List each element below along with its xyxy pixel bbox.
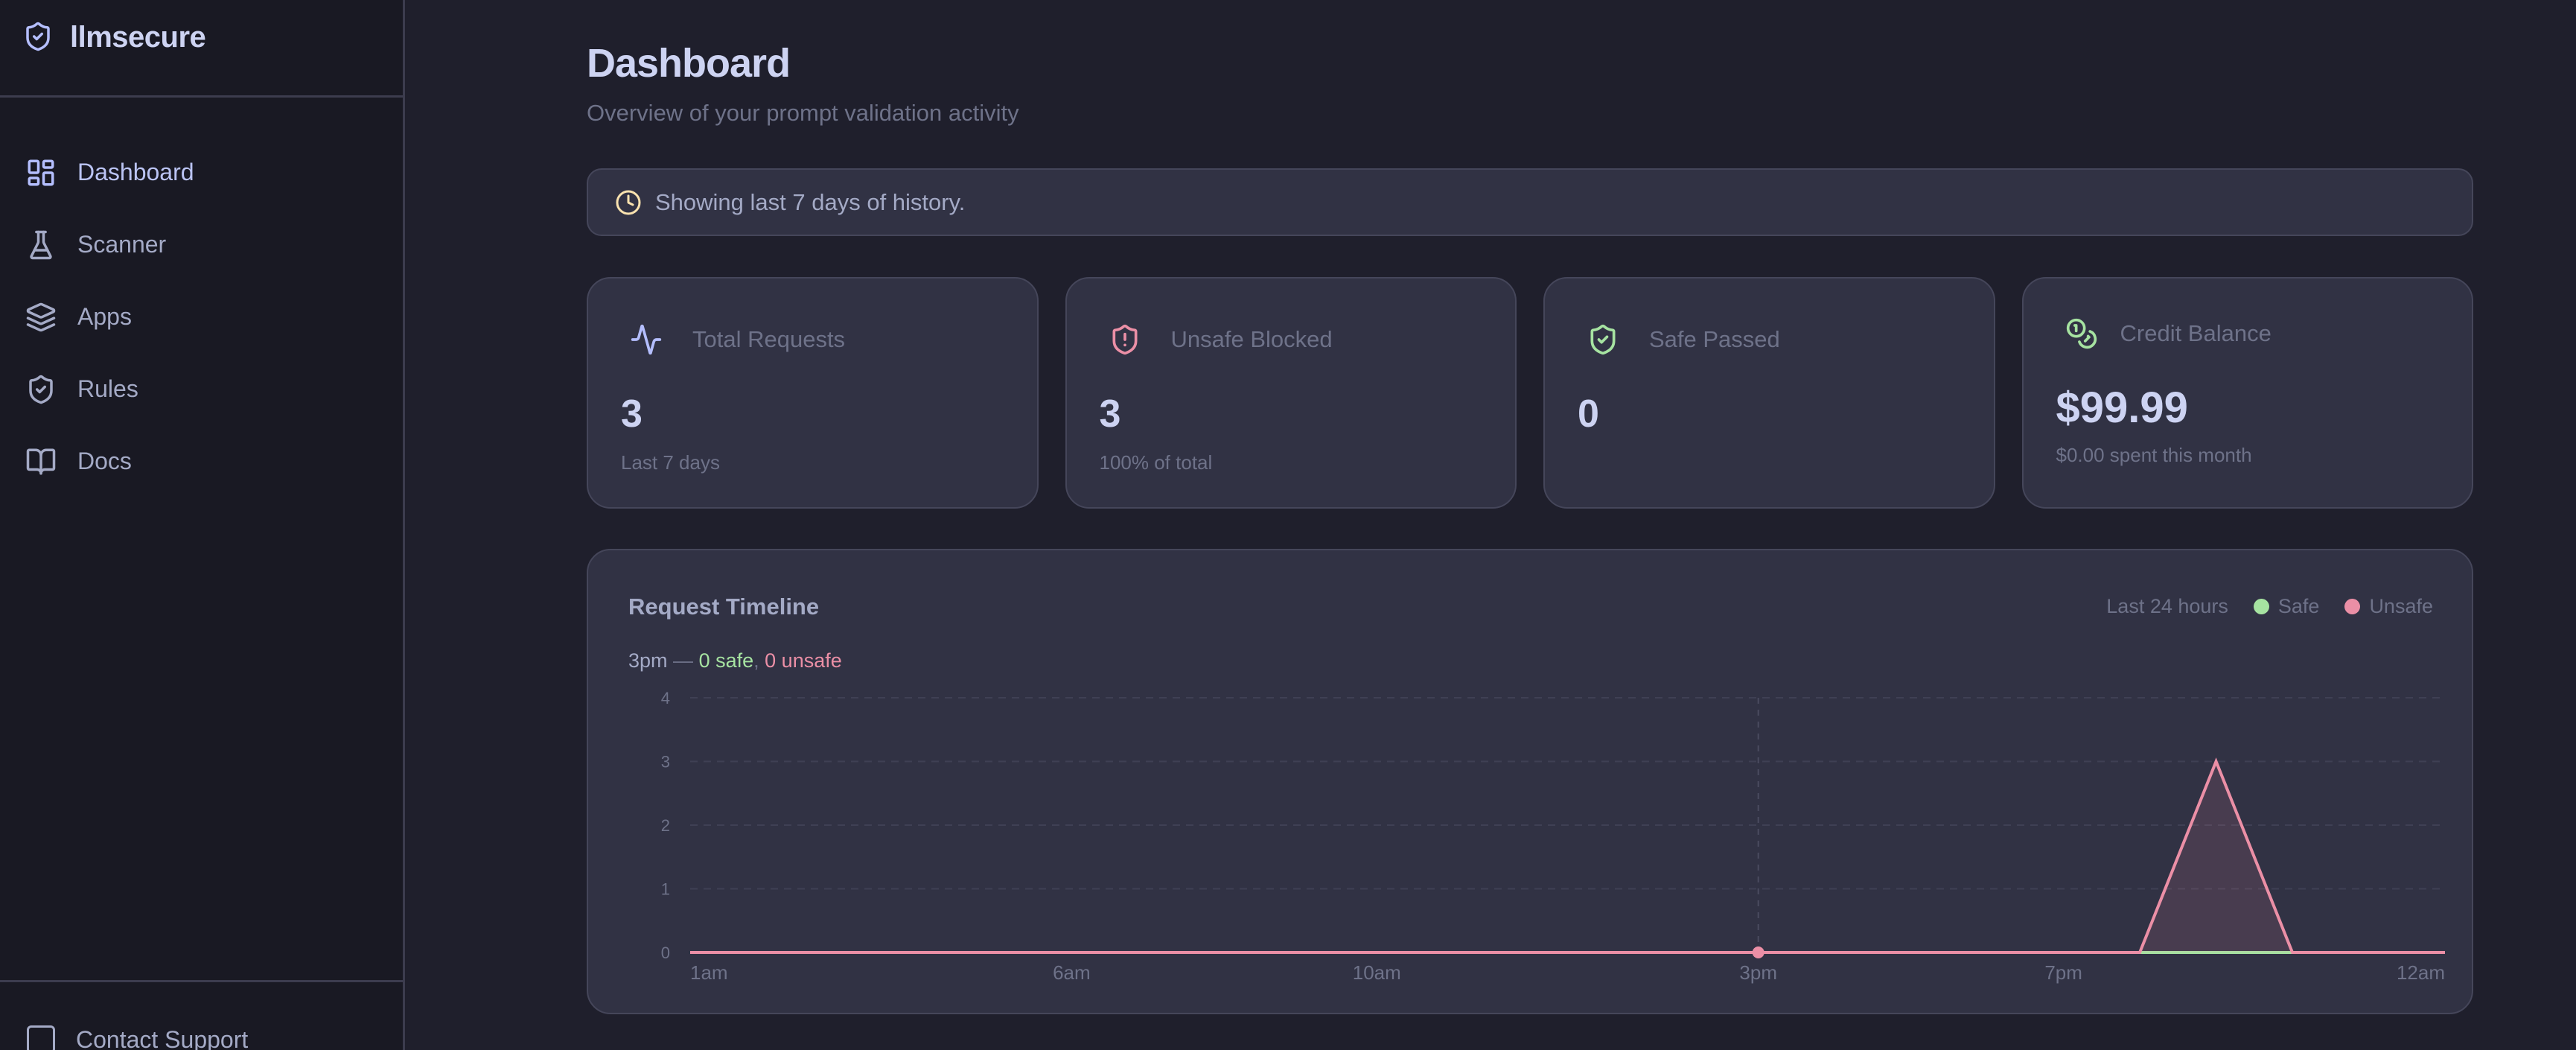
sidebar-item-apps[interactable]: Apps xyxy=(0,281,403,353)
app-name: llmsecure xyxy=(70,21,206,54)
stat-value: 3 xyxy=(621,392,643,436)
sidebar-item-dashboard[interactable]: Dashboard xyxy=(0,136,403,209)
page-subtitle: Overview of your prompt validation activ… xyxy=(587,100,1019,126)
stat-label: Total Requests xyxy=(692,326,846,352)
stat-subtext: 100% of total xyxy=(1099,451,1213,474)
unsafe-legend-dot-icon xyxy=(2344,599,2361,614)
sidebar-footer: Contact Support xyxy=(0,980,403,1050)
sidebar-item-rules[interactable]: Rules xyxy=(0,353,403,425)
legend-unsafe-label: Unsafe xyxy=(2369,595,2433,617)
legend-safe-label: Safe xyxy=(2277,595,2320,617)
contact-support-link[interactable]: Contact Support xyxy=(0,982,403,1050)
svg-text:7pm: 7pm xyxy=(2044,961,2082,984)
stat-value: 3 xyxy=(1099,392,1121,436)
stat-card-unsafe-blocked: Unsafe Blocked 3 100% of total xyxy=(1065,277,1517,509)
brand[interactable]: llmsecure xyxy=(0,0,403,98)
layers-icon xyxy=(26,302,56,331)
hover-unsafe-count: 0 unsafe xyxy=(765,649,842,672)
sidebar-item-scanner[interactable]: Scanner xyxy=(0,209,403,281)
sidebar-nav: Dashboard Scanner Apps Rules xyxy=(0,98,403,497)
sidebar: llmsecure Dashboard Scanner Apps xyxy=(0,0,405,1050)
chart-legend: Last 24 hours Safe Unsafe xyxy=(2106,595,2433,618)
svg-text:1: 1 xyxy=(661,880,670,899)
hover-safe-count: 0 safe xyxy=(698,649,754,672)
shield-alert-icon xyxy=(1112,324,1137,355)
hover-time: 3pm xyxy=(628,649,668,672)
svg-text:4: 4 xyxy=(661,689,670,707)
timeline-title: Request Timeline xyxy=(628,594,820,620)
sidebar-item-label: Apps xyxy=(77,303,132,330)
range-label: Last 24 hours xyxy=(2106,595,2228,617)
stat-card-credit-balance: Credit Balance $99.99 $0.00 spent this m… xyxy=(2021,277,2473,509)
sidebar-item-label: Dashboard xyxy=(77,159,194,185)
flask-icon xyxy=(30,230,52,259)
coins-icon xyxy=(2066,318,2097,349)
hover-comma: , xyxy=(753,649,759,672)
stat-label: Safe Passed xyxy=(1649,326,1780,352)
hover-readout: 3pm — 0 safe, 0 unsafe xyxy=(628,649,842,672)
stat-card-safe-passed: Safe Passed 0 xyxy=(1543,277,1995,509)
sidebar-item-label: Rules xyxy=(77,375,138,402)
svg-text:3: 3 xyxy=(661,753,670,771)
svg-text:10am: 10am xyxy=(1353,961,1401,984)
svg-text:6am: 6am xyxy=(1053,961,1091,984)
contact-support-label: Contact Support xyxy=(76,1025,249,1050)
book-open-icon xyxy=(26,448,56,474)
hover-separator: — xyxy=(673,649,694,672)
svg-text:0: 0 xyxy=(661,944,670,962)
notice-text: Showing last 7 days of history. xyxy=(655,188,966,215)
stat-subtext: $0.00 spent this month xyxy=(2056,444,2252,466)
shield-check-icon xyxy=(1590,324,1616,355)
history-notice: Showing last 7 days of history. xyxy=(587,168,2473,236)
safe-legend-dot-icon xyxy=(2253,599,2269,614)
page-title: Dashboard xyxy=(587,41,791,86)
dashboard-grid-icon xyxy=(28,159,54,185)
stat-label: Credit Balance xyxy=(2120,320,2271,346)
svg-text:3pm: 3pm xyxy=(1739,961,1777,984)
stat-value: $99.99 xyxy=(2056,384,2188,432)
support-icon xyxy=(27,1025,55,1050)
svg-text:2: 2 xyxy=(661,816,670,835)
activity-icon xyxy=(631,324,662,355)
request-timeline-card: 0 1 2 3 4 1am 6am 10am 3pm 7pm 12am Request Timeli… xyxy=(587,549,2473,1014)
sidebar-item-docs[interactable]: Docs xyxy=(0,425,403,497)
stat-value: 0 xyxy=(1578,392,1599,436)
stat-subtext: Last 7 days xyxy=(621,451,720,474)
shield-check-logo-icon xyxy=(26,22,50,51)
sidebar-item-label: Scanner xyxy=(77,231,167,258)
timeline-chart[interactable]: 0 1 2 3 4 1am 6am 10am 3pm 7pm 12am xyxy=(588,550,2475,1016)
sidebar-item-label: Docs xyxy=(77,448,132,474)
stats-row: Total Requests 3 Last 7 days Unsafe Bloc… xyxy=(587,277,2473,509)
svg-text:12am: 12am xyxy=(2397,961,2445,984)
clock-icon xyxy=(616,190,641,214)
shield-check-icon xyxy=(29,375,53,404)
stat-label: Unsafe Blocked xyxy=(1170,326,1333,352)
stat-card-total-requests: Total Requests 3 Last 7 days xyxy=(587,277,1039,509)
svg-text:1am: 1am xyxy=(690,961,728,984)
